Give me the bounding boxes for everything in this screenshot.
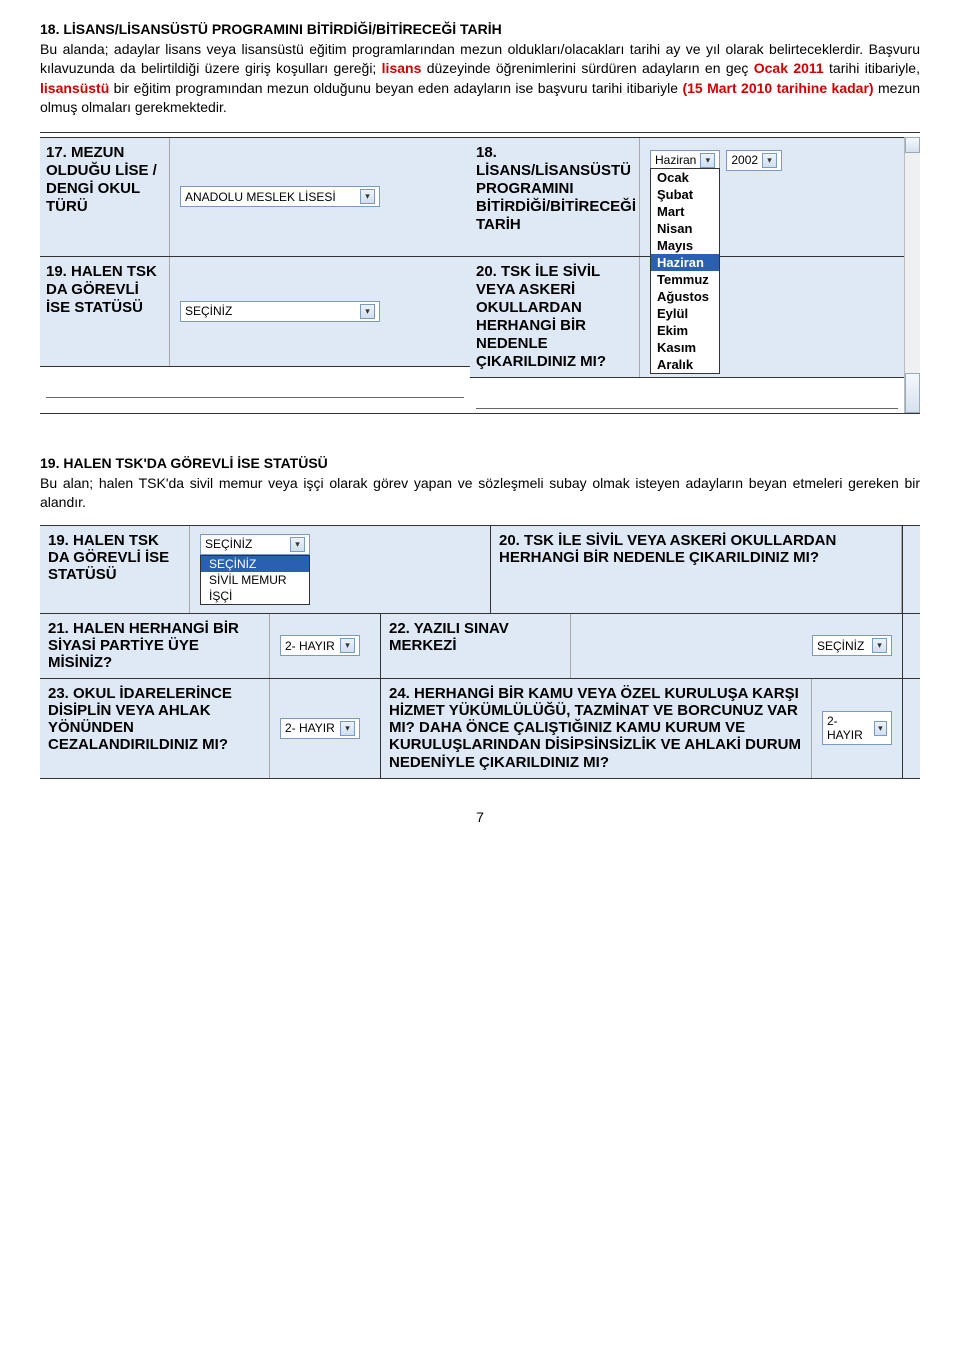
- s2-q24-cell: 2- HAYIR ▾: [812, 679, 902, 778]
- s2-q23-cell: 2- HAYIR ▾: [270, 679, 380, 778]
- month-option[interactable]: Ekim: [651, 322, 719, 339]
- section-18-title: 18. LİSANS/LİSANSÜSTÜ PROGRAMINI BİTİRDİ…: [40, 21, 502, 37]
- q19-select-value: SEÇİNİZ: [185, 304, 232, 318]
- chevron-down-icon: ▾: [340, 638, 355, 653]
- screenshot-1: 17. MEZUN OLDUĞU LİSE / DENGİ OKUL TÜRÜ …: [40, 132, 920, 414]
- q18-month-value: Haziran: [655, 153, 696, 167]
- s2-q19-select[interactable]: SEÇİNİZ ▾: [200, 534, 310, 555]
- section-19-title: 19. HALEN TSK'DA GÖREVLİ İSE STATÜSÜ: [40, 455, 328, 471]
- ocak-word: Ocak 2011: [754, 60, 824, 76]
- month-option[interactable]: Şubat: [651, 186, 719, 203]
- section-18-paragraph: 18. LİSANS/LİSANSÜSTÜ PROGRAMINI BİTİRDİ…: [40, 20, 920, 118]
- s2-q24-select[interactable]: 2- HAYIR ▾: [822, 711, 892, 745]
- status-option[interactable]: İŞÇİ: [201, 588, 309, 604]
- chevron-down-icon: ▾: [290, 537, 305, 552]
- month-option[interactable]: Mart: [651, 203, 719, 220]
- q18-input-cell: Haziran ▾ 2002 ▾ OcakŞubatMartNisanMayıs…: [640, 138, 904, 256]
- s2-q20-label: 20. TSK İLE SİVİL VEYA ASKERİ OKULLARDAN…: [491, 526, 902, 613]
- q17-input-cell: ANADOLU MESLEK LİSESİ ▾: [170, 138, 470, 256]
- section-19-text: Bu alan; halen TSK'da sivil memur veya i…: [40, 475, 920, 511]
- scroll-thumb[interactable]: [905, 373, 920, 413]
- q17-label: 17. MEZUN OLDUĞU LİSE / DENGİ OKUL TÜRÜ: [40, 138, 170, 256]
- month-option[interactable]: Eylül: [651, 305, 719, 322]
- s2-q22-cell: SEÇİNİZ ▾: [571, 614, 902, 678]
- chevron-down-icon: ▾: [360, 189, 375, 204]
- month-option[interactable]: Ağustos: [651, 288, 719, 305]
- chevron-down-icon: ▾: [762, 153, 777, 168]
- month-option[interactable]: Aralık: [651, 356, 719, 373]
- s2-q19-cell: SEÇİNİZ ▾ SEÇİNİZSİVİL MEMURİŞÇİ: [190, 526, 490, 613]
- section-19-paragraph: 19. HALEN TSK'DA GÖREVLİ İSE STATÜSÜ Bu …: [40, 454, 920, 513]
- month-option[interactable]: Ocak: [651, 169, 719, 186]
- q19-select[interactable]: SEÇİNİZ ▾: [180, 301, 380, 322]
- section-18-text-3: tarihi itibariyle,: [829, 60, 920, 76]
- lisansustu-word: lisansüstü: [40, 80, 109, 96]
- s2-q19-label: 19. HALEN TSK DA GÖREVLİ İSE STATÜSÜ: [40, 526, 190, 613]
- s2-q24-label: 24. HERHANGİ BİR KAMU VEYA ÖZEL KURULUŞA…: [381, 679, 812, 778]
- s2-q22-value: SEÇİNİZ: [817, 639, 864, 653]
- chevron-down-icon: ▾: [874, 721, 887, 736]
- status-option[interactable]: SİVİL MEMUR: [201, 572, 309, 588]
- scrollbar[interactable]: [904, 137, 920, 413]
- s2-q22-select[interactable]: SEÇİNİZ ▾: [812, 635, 892, 656]
- s2-q21-cell: 2- HAYIR ▾: [270, 614, 380, 678]
- scroll-up-icon[interactable]: [905, 137, 920, 153]
- lisans-word: lisans: [382, 60, 422, 76]
- s2-q21-label: 21. HALEN HERHANGİ BİR SİYASİ PARTİYE ÜY…: [40, 614, 270, 678]
- q17-select-value: ANADOLU MESLEK LİSESİ: [185, 190, 336, 204]
- s2-q19-dropdown[interactable]: SEÇİNİZSİVİL MEMURİŞÇİ: [200, 555, 310, 605]
- chevron-down-icon: ▾: [360, 304, 375, 319]
- s2-q21-value: 2- HAYIR: [285, 639, 335, 653]
- chevron-down-icon: ▾: [700, 153, 715, 168]
- s2-q24-value: 2- HAYIR: [827, 714, 870, 742]
- chevron-down-icon: ▾: [872, 638, 887, 653]
- screenshot-2: 19. HALEN TSK DA GÖREVLİ İSE STATÜSÜ SEÇ…: [40, 525, 920, 779]
- month-option[interactable]: Nisan: [651, 220, 719, 237]
- s2-q22-label: 22. YAZILI SINAV MERKEZİ: [381, 614, 571, 678]
- q19-input-cell: SEÇİNİZ ▾: [170, 257, 470, 366]
- chevron-down-icon: ▾: [340, 721, 355, 736]
- status-option[interactable]: SEÇİNİZ: [201, 556, 309, 572]
- mart-word: (15 Mart 2010 tarihine kadar): [682, 80, 873, 96]
- q19-label: 19. HALEN TSK DA GÖREVLİ İSE STATÜSÜ: [40, 257, 170, 366]
- month-option[interactable]: Temmuz: [651, 271, 719, 288]
- section-18-text-2: düzeyinde öğrenimlerini sürdüren adaylar…: [427, 60, 754, 76]
- q20-label: 20. TSK İLE SİVİL VEYA ASKERİ OKULLARDAN…: [470, 257, 640, 377]
- s2-q23-select[interactable]: 2- HAYIR ▾: [280, 718, 360, 739]
- page-number: 7: [40, 809, 920, 825]
- q18-label: 18. LİSANS/LİSANSÜSTÜ PROGRAMINI BİTİRDİ…: [470, 138, 640, 256]
- q18-year-value: 2002: [731, 153, 758, 167]
- s2-q21-select[interactable]: 2- HAYIR ▾: [280, 635, 360, 656]
- months-dropdown[interactable]: OcakŞubatMartNisanMayısHaziranTemmuzAğus…: [650, 168, 720, 374]
- section-18-text-4: bir eğitim programından mezun olduğunu b…: [114, 80, 683, 96]
- s2-q23-value: 2- HAYIR: [285, 721, 335, 735]
- month-option[interactable]: Mayıs: [651, 237, 719, 254]
- q18-year-select[interactable]: 2002 ▾: [726, 150, 782, 171]
- month-option[interactable]: Haziran: [651, 254, 719, 271]
- s2-q19-value: SEÇİNİZ: [205, 537, 252, 551]
- s2-q23-label: 23. OKUL İDARELERİNCE DİSİPLİN VEYA AHLA…: [40, 679, 270, 778]
- month-option[interactable]: Kasım: [651, 339, 719, 356]
- q17-select[interactable]: ANADOLU MESLEK LİSESİ ▾: [180, 186, 380, 207]
